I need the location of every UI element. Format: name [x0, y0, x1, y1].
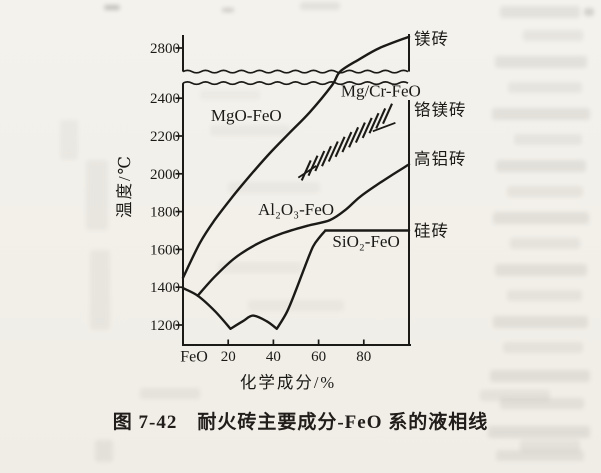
- axis-line: [307, 155, 319, 177]
- brick-label-3: 硅砖: [414, 222, 449, 241]
- y-tick-label: 2000: [150, 167, 180, 183]
- axis-line: [314, 150, 326, 172]
- curve-label-mgcr-feo: Mg/Cr-FeO: [341, 82, 421, 101]
- mgcr-band-hatching: [297, 103, 396, 181]
- curve-sio2-feo: [181, 229, 411, 330]
- brick-label-2: 高铝砖: [414, 150, 467, 169]
- liquidus-curves: [181, 35, 411, 330]
- brick-label-1: 铬镁砖: [414, 101, 467, 120]
- axis-line: [368, 112, 380, 134]
- axes: 1200 1400 1600 1800 2000 2200 2400 2800 20 40 60 80…: [115, 34, 411, 392]
- axis-break-wavy-upper: [182, 69, 409, 74]
- axis-line: [341, 131, 353, 153]
- x-tick-label: 40: [266, 349, 281, 365]
- x-tick-label: 60: [311, 349, 326, 365]
- axis-line: [375, 107, 387, 129]
- axis-line: [372, 121, 396, 133]
- y-tick-label: 1400: [150, 280, 180, 296]
- figure-caption: 图 7-42 耐火砖主要成分-FeO 系的液相线: [112, 412, 489, 433]
- axis-line: [321, 145, 332, 167]
- curve-label-mgo-feo: MgO-FeO: [211, 106, 282, 125]
- x-tick-label: 20: [221, 349, 236, 365]
- x-axis-title: 化学成分/%: [240, 373, 336, 392]
- y-tick-label: 2400: [150, 91, 180, 107]
- axis-break-wavy-lower: [182, 81, 409, 86]
- curve-mgo-feo: [181, 35, 411, 279]
- axis-line: [354, 122, 366, 144]
- axis-line: [348, 126, 360, 148]
- x-origin-label: FeO: [180, 349, 208, 366]
- y-tick-label: 1600: [150, 242, 180, 258]
- curve-label-sio2-feo: SiO₂-FeO: [332, 232, 399, 251]
- axis-line: [334, 136, 346, 158]
- y-axis-title: 温度/℃: [115, 154, 134, 218]
- curve-al2o3-feo: [196, 163, 411, 297]
- axis-line: [327, 141, 339, 162]
- y-tick-label: 1200: [150, 318, 180, 334]
- axis-line: [297, 165, 317, 179]
- axis-line: [361, 117, 373, 139]
- brick-label-0: 镁砖: [414, 30, 449, 49]
- y-tick-label: 1800: [150, 205, 180, 221]
- y-tick-label: 2200: [150, 129, 180, 145]
- region-labels: MgO-FeO Al₂O₃-FeO SiO₂-FeO Mg/Cr-FeO: [211, 82, 421, 251]
- axis-line: [382, 103, 393, 125]
- x-tick-label: 80: [356, 349, 371, 365]
- curve-label-al2o3-feo: Al₂O₃-FeO: [258, 200, 334, 219]
- y-tick-label: 2800: [150, 41, 180, 57]
- axis-line: [300, 159, 312, 181]
